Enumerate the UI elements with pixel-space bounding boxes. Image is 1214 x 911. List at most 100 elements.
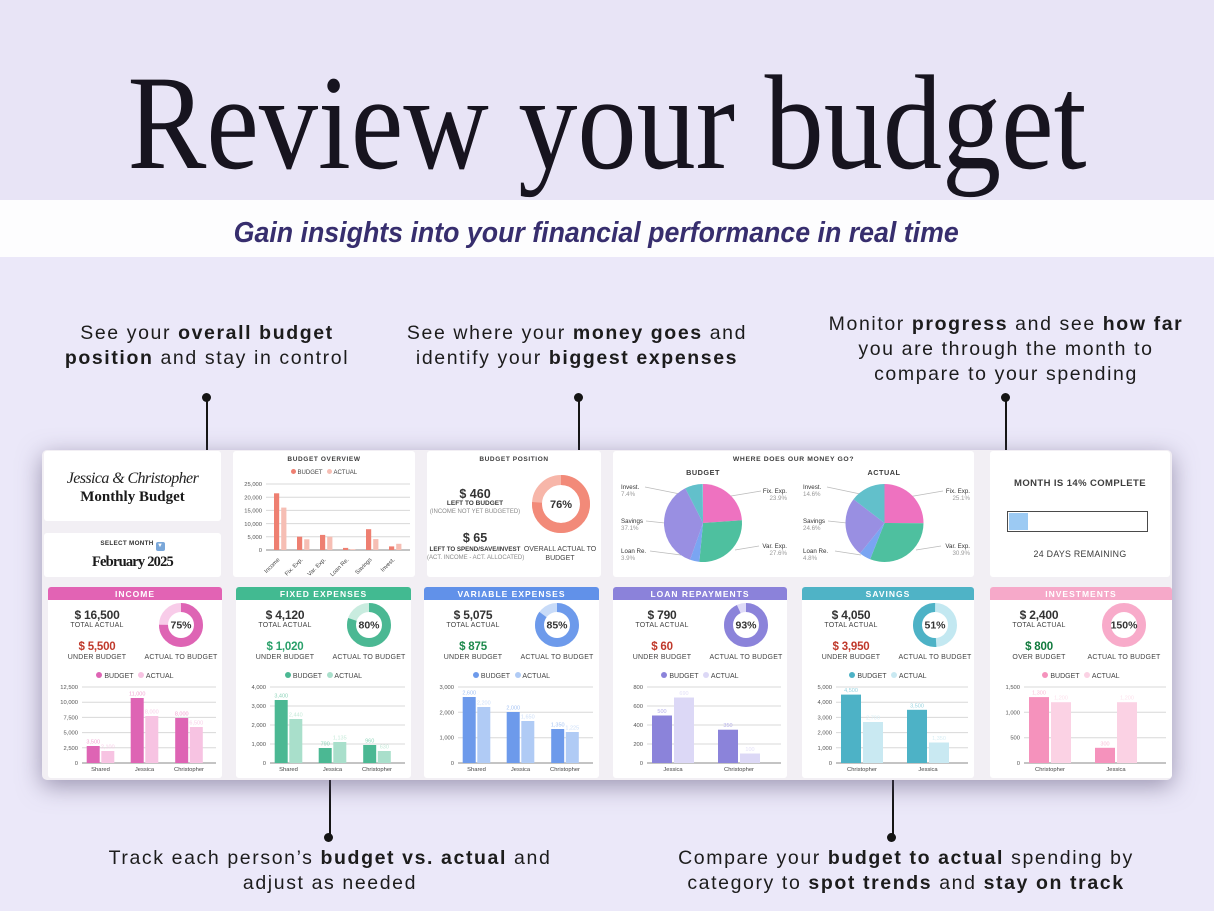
svg-text:25.1%: 25.1% (952, 495, 970, 502)
svg-text:1,350: 1,350 (932, 736, 946, 742)
svg-text:Jessica: Jessica (135, 767, 155, 773)
svg-text:1,000: 1,000 (1005, 710, 1020, 716)
svg-text:Christopher: Christopher (1035, 767, 1065, 773)
svg-text:15,000: 15,000 (244, 509, 262, 515)
svg-text:1,000: 1,000 (439, 736, 454, 742)
svg-text:1,500: 1,500 (1005, 685, 1020, 691)
svg-text:51%: 51% (924, 619, 946, 631)
svg-text:Var. Exp.: Var. Exp. (762, 543, 787, 550)
svg-text:100: 100 (745, 747, 754, 753)
svg-text:Christopher: Christopher (724, 767, 754, 773)
svg-text:8,000: 8,000 (175, 712, 189, 718)
svg-text:1,000: 1,000 (251, 742, 266, 748)
svg-text:10,000: 10,000 (60, 700, 78, 706)
svg-text:4.8%: 4.8% (803, 555, 818, 562)
svg-text:500: 500 (657, 709, 666, 715)
svg-text:3,400: 3,400 (274, 694, 288, 700)
svg-text:Var. Exp.: Var. Exp. (307, 557, 328, 577)
svg-text:24.6%: 24.6% (803, 525, 821, 532)
svg-text:12,500: 12,500 (60, 685, 78, 691)
svg-text:75%: 75% (170, 619, 192, 631)
svg-text:93%: 93% (735, 619, 757, 631)
svg-text:3,500: 3,500 (910, 703, 924, 709)
svg-text:2,700: 2,700 (866, 716, 880, 722)
svg-text:1,000: 1,000 (817, 746, 832, 752)
svg-text:1,300: 1,300 (1032, 691, 1046, 697)
svg-text:4,000: 4,000 (817, 700, 832, 706)
svg-text:5,000: 5,000 (817, 685, 832, 691)
svg-text:3,000: 3,000 (251, 704, 266, 710)
svg-text:37.1%: 37.1% (621, 525, 639, 532)
svg-text:Christopher: Christopher (550, 767, 580, 773)
svg-text:20,000: 20,000 (244, 495, 262, 501)
svg-text:2,100: 2,100 (101, 745, 115, 751)
svg-text:Savings: Savings (355, 557, 374, 576)
svg-text:80%: 80% (358, 619, 380, 631)
svg-text:3,000: 3,000 (817, 715, 832, 721)
svg-text:150%: 150% (1111, 619, 1139, 631)
svg-text:Loan Re.: Loan Re. (803, 548, 828, 555)
svg-text:25,000: 25,000 (244, 482, 262, 488)
svg-text:4,000: 4,000 (251, 685, 266, 691)
svg-text:Savings: Savings (621, 518, 643, 525)
svg-text:300: 300 (1100, 741, 1109, 747)
svg-text:27.6%: 27.6% (769, 550, 787, 557)
svg-text:2,600: 2,600 (462, 691, 476, 697)
svg-text:200: 200 (633, 742, 643, 748)
svg-text:3.9%: 3.9% (621, 555, 636, 562)
svg-text:10,000: 10,000 (244, 522, 262, 528)
svg-text:23.9%: 23.9% (769, 495, 787, 502)
svg-text:Fix. Exp.: Fix. Exp. (284, 557, 304, 577)
svg-text:690: 690 (679, 691, 688, 697)
svg-text:2,000: 2,000 (817, 731, 832, 737)
svg-text:Jessica: Jessica (323, 767, 343, 773)
svg-text:Fix. Exp.: Fix. Exp. (763, 488, 787, 495)
svg-text:Loan Re.: Loan Re. (330, 557, 351, 577)
svg-text:2,000: 2,000 (251, 723, 266, 729)
svg-text:Loan Re.: Loan Re. (621, 548, 646, 555)
svg-text:5,000: 5,000 (247, 535, 262, 541)
svg-text:3,500: 3,500 (86, 740, 100, 746)
svg-text:Invest.: Invest. (803, 484, 822, 491)
svg-text:1,200: 1,200 (1120, 696, 1134, 702)
svg-text:Jessica: Jessica (511, 767, 531, 773)
svg-text:85%: 85% (546, 619, 568, 631)
svg-text:Invest.: Invest. (621, 484, 640, 491)
svg-text:Invest.: Invest. (380, 557, 397, 574)
svg-text:2,440: 2,440 (289, 713, 303, 719)
svg-text:400: 400 (633, 723, 643, 729)
svg-text:800: 800 (633, 685, 643, 691)
svg-text:0: 0 (259, 548, 262, 554)
svg-text:0: 0 (640, 761, 643, 767)
svg-text:6,500: 6,500 (189, 721, 203, 727)
svg-text:Var. Exp.: Var. Exp. (945, 543, 970, 550)
svg-text:2,500: 2,500 (63, 746, 78, 752)
svg-text:Jessica: Jessica (918, 767, 938, 773)
svg-text:630: 630 (380, 745, 389, 751)
svg-text:1,350: 1,350 (551, 723, 565, 729)
svg-text:Shared: Shared (467, 767, 486, 773)
svg-text:0: 0 (263, 761, 266, 767)
svg-text:0: 0 (829, 761, 832, 767)
svg-text:0: 0 (451, 761, 454, 767)
svg-text:30.9%: 30.9% (952, 550, 970, 557)
svg-text:1,225: 1,225 (565, 726, 579, 732)
svg-text:1,135: 1,135 (333, 736, 347, 742)
svg-text:Fix. Exp.: Fix. Exp. (946, 488, 970, 495)
svg-text:7.4%: 7.4% (621, 491, 636, 498)
svg-text:4,500: 4,500 (844, 688, 858, 694)
svg-text:600: 600 (633, 704, 643, 710)
svg-text:5,000: 5,000 (63, 731, 78, 737)
svg-text:790: 790 (321, 742, 330, 748)
svg-text:350: 350 (723, 723, 732, 729)
svg-text:11,000: 11,000 (129, 692, 145, 698)
svg-text:1,200: 1,200 (1054, 696, 1068, 702)
svg-text:Jessica: Jessica (663, 767, 683, 773)
svg-text:Shared: Shared (91, 767, 110, 773)
svg-text:8,000: 8,000 (145, 710, 159, 716)
svg-text:Shared: Shared (279, 767, 298, 773)
svg-text:Income: Income (264, 557, 282, 575)
svg-text:Jessica: Jessica (1106, 767, 1126, 773)
svg-text:1,650: 1,650 (521, 715, 535, 721)
svg-text:2,200: 2,200 (477, 701, 491, 707)
